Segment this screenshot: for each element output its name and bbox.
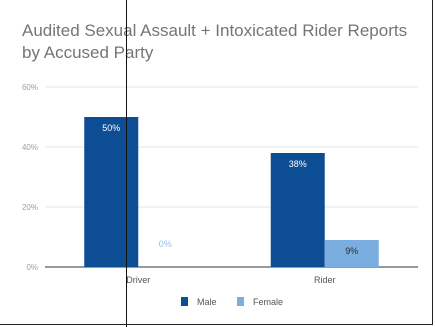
cursor-line <box>126 0 127 327</box>
legend-label-male: Male <box>197 297 217 307</box>
legend-label-female: Female <box>253 297 283 307</box>
y-tick-label: 60% <box>22 83 38 92</box>
x-tick-label: Rider <box>314 275 336 285</box>
data-label: 50% <box>102 123 120 133</box>
x-axis-ticks: Driver Rider <box>126 275 335 285</box>
x-tick-label: Driver <box>126 275 150 285</box>
data-label: 9% <box>345 246 358 256</box>
bar-male-rider <box>270 153 325 267</box>
data-label: 0% <box>159 239 172 249</box>
bar-female-rider <box>324 240 379 267</box>
bar-male-driver <box>84 117 139 267</box>
bars: 50% 0% 38% 9% <box>84 117 379 267</box>
y-axis-ticks: 0% 20% 40% 60% <box>22 83 38 272</box>
y-tick-label: 0% <box>26 263 38 272</box>
legend-swatch-female <box>237 297 244 306</box>
data-label: 38% <box>289 159 307 169</box>
chart-title: Audited Sexual Assault + Intoxicated Rid… <box>22 21 408 62</box>
legend-swatch-male <box>181 297 188 306</box>
y-tick-label: 40% <box>22 143 38 152</box>
legend: Male Female <box>181 297 283 307</box>
y-tick-label: 20% <box>22 203 38 212</box>
